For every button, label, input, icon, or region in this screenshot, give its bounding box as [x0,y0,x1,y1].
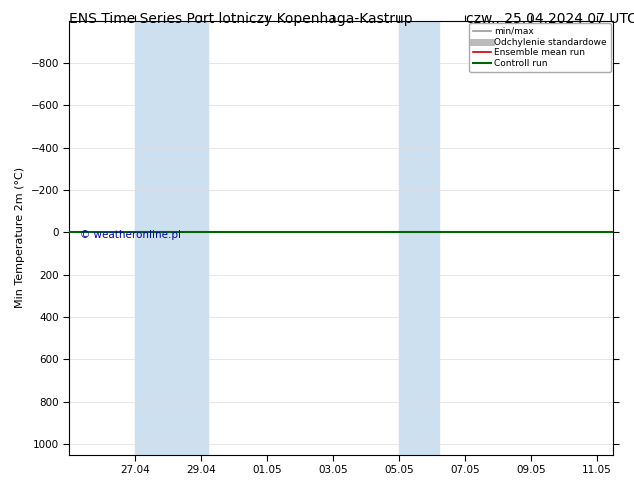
Y-axis label: Min Temperature 2m (°C): Min Temperature 2m (°C) [15,167,25,308]
Bar [399,21,439,455]
Legend: min/max, Odchylenie standardowe, Ensemble mean run, Controll run: min/max, Odchylenie standardowe, Ensembl… [469,23,611,72]
Bar [135,21,208,455]
Text: © weatheronline.pl: © weatheronline.pl [81,230,181,241]
Text: ENS Time Series Port lotniczy Kopenhaga-Kastrup: ENS Time Series Port lotniczy Kopenhaga-… [69,12,413,26]
Text: czw.. 25.04.2024 07 UTC: czw.. 25.04.2024 07 UTC [466,12,634,26]
